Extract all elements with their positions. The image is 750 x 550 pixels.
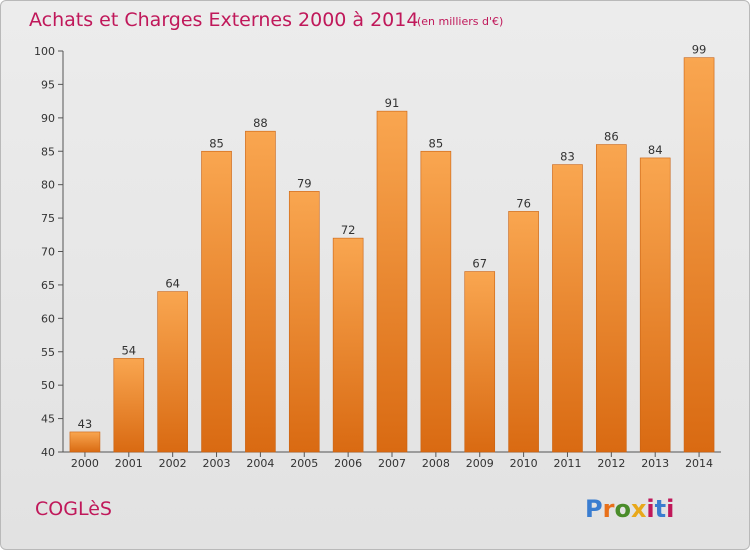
x-tick-label: 2007 — [378, 457, 406, 470]
y-tick-label: 90 — [41, 112, 55, 125]
bar-2014 — [683, 57, 715, 453]
y-tick-label: 40 — [41, 446, 55, 459]
bars — [69, 57, 715, 453]
bar-2001 — [113, 358, 145, 453]
y-tick-label: 80 — [41, 179, 55, 192]
x-tick-label: 2001 — [115, 457, 143, 470]
value-label: 83 — [560, 150, 575, 164]
value-label: 43 — [78, 417, 93, 431]
x-tick-label: 2008 — [422, 457, 450, 470]
logo-letter: o — [614, 495, 631, 523]
value-label: 84 — [648, 143, 663, 157]
x-tick-label: 2004 — [246, 457, 274, 470]
value-label: 85 — [209, 136, 224, 150]
axes: 40 45 50 55 60 65 70 75 80 85 90 95 100 2000 2001 2002 2… — [34, 45, 721, 470]
bar-2008 — [420, 150, 452, 453]
bar-2011 — [552, 164, 583, 453]
bar-2005 — [288, 191, 320, 453]
bar-2000 — [69, 431, 101, 453]
logo-letter: x — [631, 495, 647, 523]
value-label: 79 — [297, 176, 312, 190]
x-tick-label: 2013 — [641, 457, 669, 470]
y-tick-label: 45 — [41, 413, 55, 426]
x-tick-label: 2003 — [203, 457, 231, 470]
x-tick-label: 2009 — [466, 457, 494, 470]
chart-title: Achats et Charges Externes 2000 à 2014 — [29, 9, 418, 31]
bar-2007 — [376, 110, 408, 453]
logo-letter: r — [603, 495, 615, 523]
value-label: 76 — [516, 196, 531, 210]
y-tick-label: 55 — [41, 346, 55, 359]
y-tick-label: 50 — [41, 379, 55, 392]
value-label: 91 — [385, 96, 400, 110]
y-tick-label: 100 — [34, 45, 55, 58]
y-tick-label: 70 — [41, 246, 55, 259]
y-tick-label: 95 — [41, 78, 55, 91]
value-label: 67 — [472, 257, 487, 271]
bar-2006 — [332, 237, 364, 453]
value-label: 99 — [692, 43, 707, 57]
value-label: 72 — [341, 223, 356, 237]
x-tick-label: 2012 — [597, 457, 625, 470]
chart-title-group: Achats et Charges Externes 2000 à 2014 (… — [29, 9, 503, 31]
bar-2013 — [639, 157, 671, 453]
x-tick-label: 2006 — [334, 457, 362, 470]
chart-subtitle: (en milliers d'€) — [417, 15, 503, 28]
logo-letter: P — [585, 495, 603, 523]
town-name: COGLèS — [35, 498, 112, 520]
bar-2004 — [245, 130, 276, 453]
bar-2002 — [157, 291, 188, 453]
value-label: 64 — [165, 277, 180, 291]
logo-letter: i — [666, 495, 674, 523]
value-label: 54 — [121, 343, 136, 357]
value-label: 85 — [429, 136, 444, 150]
bar-2010 — [508, 211, 539, 453]
x-tick-label: 2011 — [553, 457, 581, 470]
y-tick-label: 85 — [41, 145, 55, 158]
y-tick-label: 65 — [41, 279, 55, 292]
x-tick-label: 2014 — [685, 457, 713, 470]
value-labels: 43 54 64 85 88 79 72 91 85 67 76 83 86 84 99 — [78, 43, 707, 431]
x-tick-label: 2010 — [510, 457, 538, 470]
y-tick-label: 60 — [41, 312, 55, 325]
logo-letter: i — [646, 495, 654, 523]
bar-2012 — [596, 144, 627, 453]
bar-2003 — [201, 150, 232, 453]
x-tick-label: 2002 — [159, 457, 187, 470]
bar-2009 — [464, 271, 496, 453]
x-tick-label: 2000 — [71, 457, 99, 470]
value-label: 86 — [604, 130, 619, 144]
proxiti-logo-text: Proxiti — [585, 495, 674, 523]
y-tick-label: 75 — [41, 212, 55, 225]
value-label: 88 — [253, 116, 268, 130]
logo-letter: t — [655, 495, 666, 523]
x-tick-label: 2005 — [290, 457, 318, 470]
proxiti-logo: Proxiti — [585, 495, 674, 523]
